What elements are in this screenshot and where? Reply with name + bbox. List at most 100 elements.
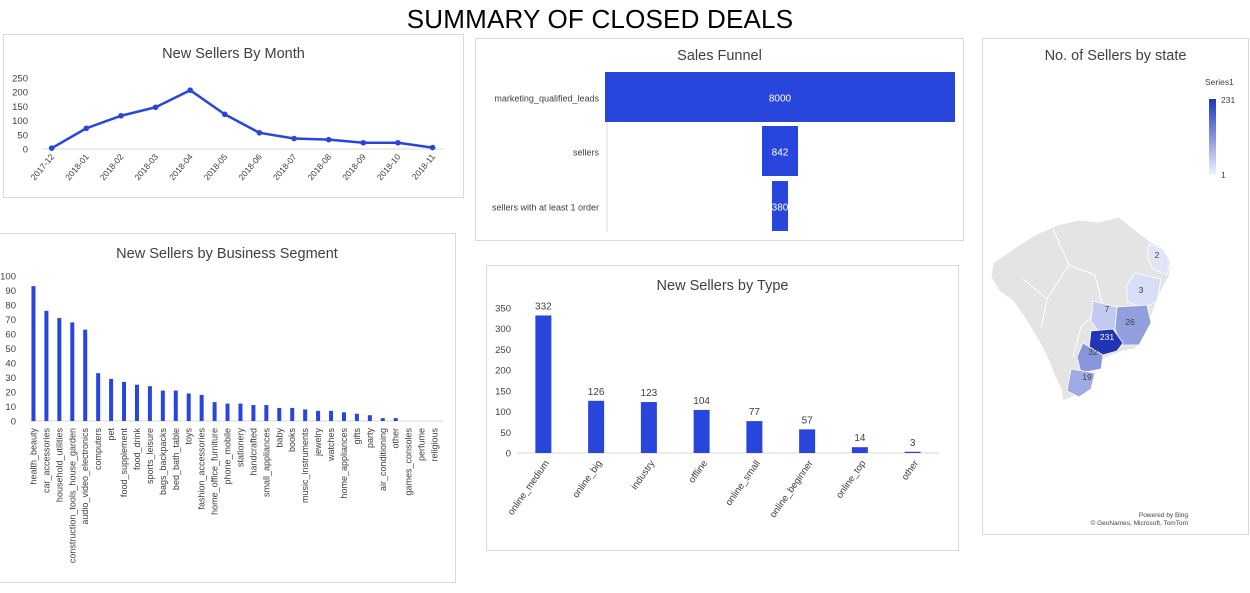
bar <box>316 410 321 421</box>
x-tick-label: air_conditioning <box>378 428 388 491</box>
bar <box>199 394 204 421</box>
y-tick-label: 10 <box>5 402 16 413</box>
state-value-label: 32 <box>1088 347 1098 357</box>
data-label: 104 <box>693 396 710 407</box>
bar-chart: 0 50 100 150 200 250 300 350 332 126 123 104 77 57 14 3… <box>495 301 939 520</box>
panel-sales-funnel[interactable]: Sales Funnel 8000 marketing_qualified_lea… <box>475 38 964 241</box>
bar <box>31 286 36 421</box>
y-tick-label: 40 <box>5 359 16 370</box>
series-line <box>51 88 433 150</box>
panel-sellers-by-type[interactable]: New Sellers by Type 0 50 100 150 200 250 300 35… <box>486 265 959 551</box>
x-tick-label: watches <box>326 428 336 463</box>
data-label: 332 <box>535 301 552 312</box>
bar <box>134 384 139 421</box>
bar <box>851 447 868 453</box>
x-tick-label: 2018-09 <box>340 152 368 183</box>
y-tick-label: 150 <box>12 102 28 113</box>
bar <box>44 310 49 421</box>
state-region <box>1076 342 1104 374</box>
y-tick-label: 250 <box>495 345 511 356</box>
bar <box>83 329 88 421</box>
data-label: 8000 <box>769 94 792 105</box>
x-tick-label: stationery <box>235 428 245 468</box>
bar <box>160 390 165 421</box>
bar <box>212 402 217 421</box>
x-tick-label: jewelry <box>313 428 323 458</box>
chart-title: New Sellers By Month <box>162 46 305 62</box>
x-tick-label: bed_bath_table <box>171 428 181 490</box>
y-tick-label: 100 <box>12 116 28 127</box>
data-label: 842 <box>772 148 789 159</box>
x-tick-label: pet <box>106 428 116 441</box>
y-tick-label: 200 <box>12 88 28 99</box>
category-label: sellers with at least 1 order <box>492 203 599 213</box>
bar <box>640 402 657 453</box>
x-tick-label: home_appliances <box>339 428 349 499</box>
x-tick-label: 2018-07 <box>271 152 299 183</box>
data-point <box>395 139 401 146</box>
y-tick-label: 100 <box>0 272 16 283</box>
bar <box>122 381 127 421</box>
category-label: sellers <box>573 148 600 158</box>
bar <box>329 410 334 421</box>
y-tick-label: 80 <box>5 301 16 312</box>
x-tick-label: online_medium <box>506 458 552 517</box>
state-value-label: 7 <box>1105 304 1110 314</box>
bar <box>173 390 178 421</box>
bar <box>354 413 359 421</box>
y-tick-label: 300 <box>495 324 511 335</box>
x-tick-label: bags_backpacks <box>158 428 168 496</box>
bar <box>225 403 230 421</box>
data-point <box>118 112 124 119</box>
bar <box>290 407 295 421</box>
x-tick-label: offline <box>687 458 710 485</box>
x-tick-label: games_consoles <box>404 428 414 496</box>
data-point <box>152 104 159 111</box>
x-tick-label: 2018-08 <box>306 152 334 183</box>
bar <box>535 315 552 453</box>
x-tick-label: 2018-02 <box>98 152 126 183</box>
panel-sellers-by-state[interactable]: No. of Sellers by state Series1 231 1 2 3 7 26… <box>982 38 1249 535</box>
attribution-line: © GeoNames, Microsoft, TomTom <box>1090 520 1189 527</box>
data-label: 77 <box>749 407 761 418</box>
y-tick-label: 0 <box>11 417 16 428</box>
state-border <box>1022 278 1048 300</box>
chart-title: New Sellers by Business Segment <box>116 246 338 262</box>
y-tick-label: 50 <box>5 344 16 355</box>
bar <box>109 378 114 421</box>
data-point <box>360 139 367 146</box>
state-value-label: 26 <box>1125 317 1135 327</box>
bar <box>799 429 816 453</box>
y-tick-label: 30 <box>5 373 16 384</box>
x-tick-label: phone_mobile <box>223 428 233 485</box>
x-tick-label: music_instruments <box>300 428 310 504</box>
x-tick-label: computers <box>93 428 103 471</box>
x-tick-label: toys <box>184 428 194 445</box>
chart-title: New Sellers by Type <box>656 278 789 294</box>
x-tick-label: food_drink <box>132 428 142 471</box>
data-point <box>83 125 90 132</box>
bar <box>251 405 256 421</box>
bar <box>70 322 75 421</box>
data-label: 3 <box>910 438 916 449</box>
x-tick-label: household_utilities <box>54 428 64 503</box>
bar <box>264 405 269 421</box>
panel-sellers-by-segment[interactable]: New Sellers by Business Segment 0 10 20 30 4… <box>0 233 456 583</box>
y-tick-label: 0 <box>506 449 511 460</box>
bar <box>746 421 763 453</box>
x-tick-label: books <box>287 428 297 453</box>
bar <box>693 409 710 453</box>
x-tick-label: other <box>900 458 921 482</box>
data-point <box>325 136 332 143</box>
panel-sellers-by-month[interactable]: New Sellers By Month 0 50 100 150 200 250 2017… <box>3 34 464 198</box>
y-tick-label: 100 <box>495 407 511 418</box>
x-tick-label: perfume <box>417 428 427 461</box>
y-tick-label: 60 <box>5 330 16 341</box>
state-region <box>1066 368 1096 398</box>
funnel-bar <box>772 181 788 231</box>
state-value-label: 2 <box>1155 250 1160 260</box>
funnel-bar <box>762 126 798 176</box>
bar <box>277 407 282 421</box>
